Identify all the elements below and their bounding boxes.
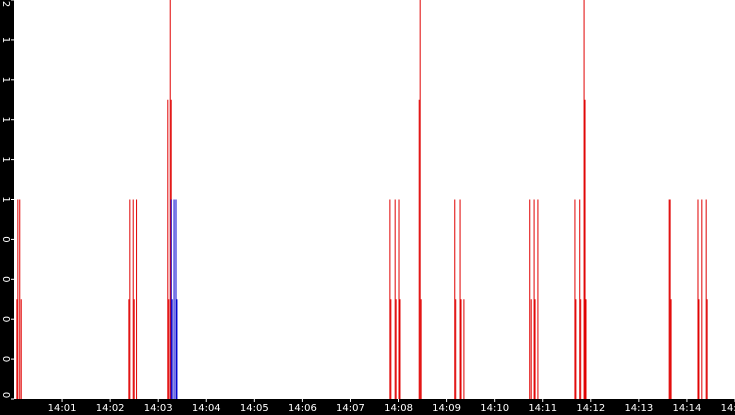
- y-tick-label: 2: [0, 1, 11, 7]
- y-tick-label: 1: [0, 117, 11, 123]
- y-tick-label: 1: [0, 37, 11, 43]
- plot-area: [14, 0, 735, 399]
- y-tick-label: 1: [0, 196, 11, 202]
- x-tick-label: 14:13: [624, 403, 653, 414]
- y-tick-label: 0: [0, 276, 11, 282]
- x-tick-label: 14:08: [384, 403, 413, 414]
- x-tick-label: 14:05: [240, 403, 269, 414]
- y-tick-label: 0: [0, 356, 11, 362]
- x-tick-label: 14:14: [673, 403, 702, 414]
- x-tick-label: 14:03: [144, 403, 173, 414]
- x-tick-label: 14:09: [432, 403, 461, 414]
- x-tick-label: 14:12: [576, 403, 605, 414]
- x-tick-label: 14:02: [96, 403, 125, 414]
- x-tick-label: 14:04: [192, 403, 221, 414]
- y-tick-label: 0: [0, 392, 11, 398]
- x-tick-label: 14:01: [48, 403, 77, 414]
- x-tick-label: 14:10: [480, 403, 509, 414]
- y-tick-label: 1: [0, 156, 11, 162]
- x-tick-label: 14:15: [721, 403, 735, 414]
- x-tick-label: 14:11: [528, 403, 557, 414]
- x-tick-label: 14:06: [288, 403, 317, 414]
- y-tick-label: 1: [0, 77, 11, 83]
- y-tick-label: 0: [0, 236, 11, 242]
- x-tick-label: 14:07: [336, 403, 365, 414]
- y-tick-label: 0: [0, 316, 11, 322]
